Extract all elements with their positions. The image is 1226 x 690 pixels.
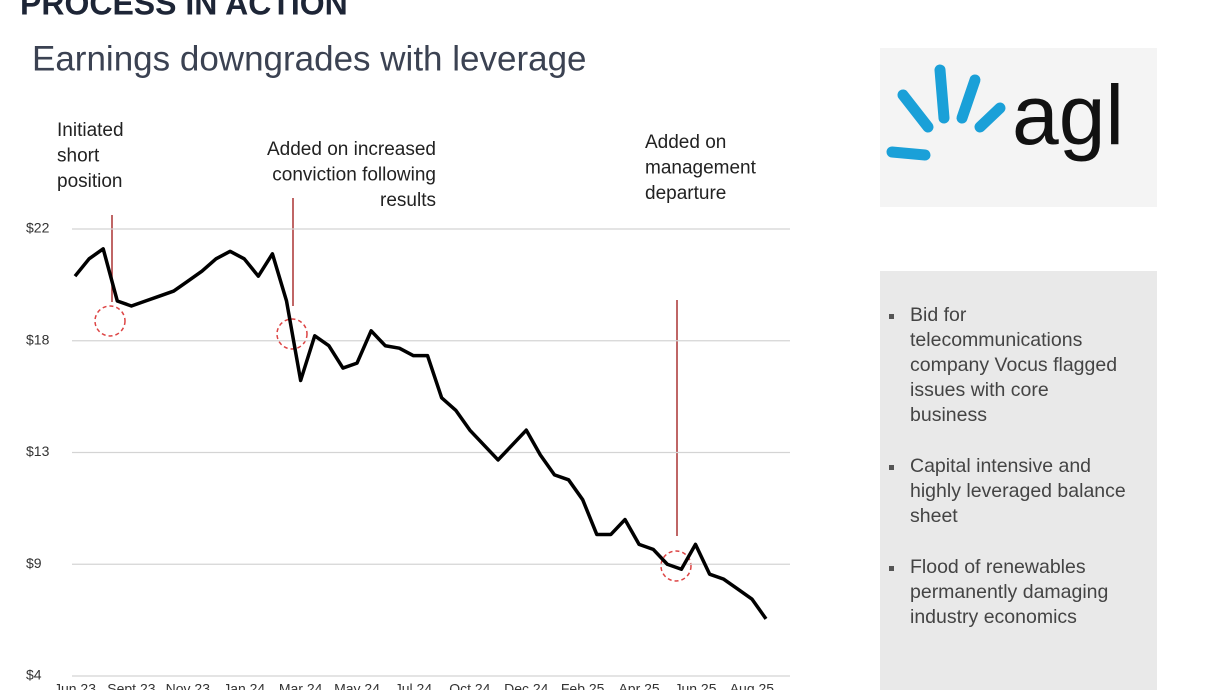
slide-subtitle: Earnings downgrades with leverage bbox=[32, 39, 587, 78]
x-tick-label: May 24 bbox=[334, 681, 380, 690]
annotation-lines bbox=[111, 198, 678, 536]
annotation: results bbox=[380, 190, 436, 211]
annotation-circles bbox=[94, 305, 692, 582]
x-tick-label: Oct 24 bbox=[449, 681, 490, 690]
x-tick-label: Jun 23 bbox=[54, 681, 96, 690]
x-tick-label: Mar 24 bbox=[279, 681, 323, 690]
bullet-text: sheet bbox=[910, 505, 958, 527]
bullet-text: industry economics bbox=[910, 606, 1077, 628]
annotation: short bbox=[57, 146, 100, 167]
y-tick-label: $22 bbox=[26, 220, 50, 236]
x-tick-label: Jun 25 bbox=[674, 681, 716, 690]
bullet-text: business bbox=[910, 404, 987, 426]
x-tick-label: Jul 24 bbox=[395, 681, 433, 690]
bullet-marker bbox=[889, 314, 894, 319]
bullet-panel bbox=[880, 271, 1157, 690]
bullet-text: permanently damaging bbox=[910, 581, 1108, 603]
bullet-text: Flood of renewables bbox=[910, 556, 1086, 578]
bullet-text: highly leveraged balance bbox=[910, 480, 1126, 502]
bullet-marker bbox=[889, 465, 894, 470]
x-tick-label: Dec 24 bbox=[504, 681, 549, 690]
x-tick-label: Sept 23 bbox=[107, 681, 155, 690]
bullet-marker bbox=[889, 566, 894, 571]
bullet-text: telecommunications bbox=[910, 329, 1083, 351]
annotation: Added on bbox=[645, 132, 726, 153]
bullet-text: issues with core bbox=[910, 379, 1049, 401]
x-tick-label: Jan 24 bbox=[223, 681, 265, 690]
annotation: departure bbox=[645, 183, 726, 204]
y-tick-label: $9 bbox=[26, 555, 42, 571]
logo-text: agl bbox=[1012, 68, 1124, 162]
bullet-text: Capital intensive and bbox=[910, 455, 1091, 477]
annotation: Initiated bbox=[57, 120, 124, 141]
annotation: conviction following bbox=[272, 165, 436, 186]
x-tick-label: Aug 25 bbox=[730, 681, 775, 690]
annotation: management bbox=[645, 158, 757, 179]
bullet-text: company Vocus flagged bbox=[910, 354, 1117, 376]
y-tick-label: $18 bbox=[26, 331, 50, 347]
slide-title: PROCESS IN ACTION bbox=[20, 0, 348, 21]
x-tick-label: Apr 25 bbox=[618, 681, 659, 690]
annotation: position bbox=[57, 171, 123, 192]
logo-rays bbox=[886, 64, 1006, 161]
annotation: Added on increased bbox=[267, 139, 436, 160]
price-line bbox=[73, 247, 768, 620]
x-tick-label: Nov 23 bbox=[166, 681, 211, 690]
y-tick-label: $4 bbox=[26, 667, 42, 683]
x-tick-label: Feb 25 bbox=[561, 681, 605, 690]
y-tick-label: $13 bbox=[26, 443, 50, 459]
bullet-text: Bid for bbox=[910, 304, 967, 326]
